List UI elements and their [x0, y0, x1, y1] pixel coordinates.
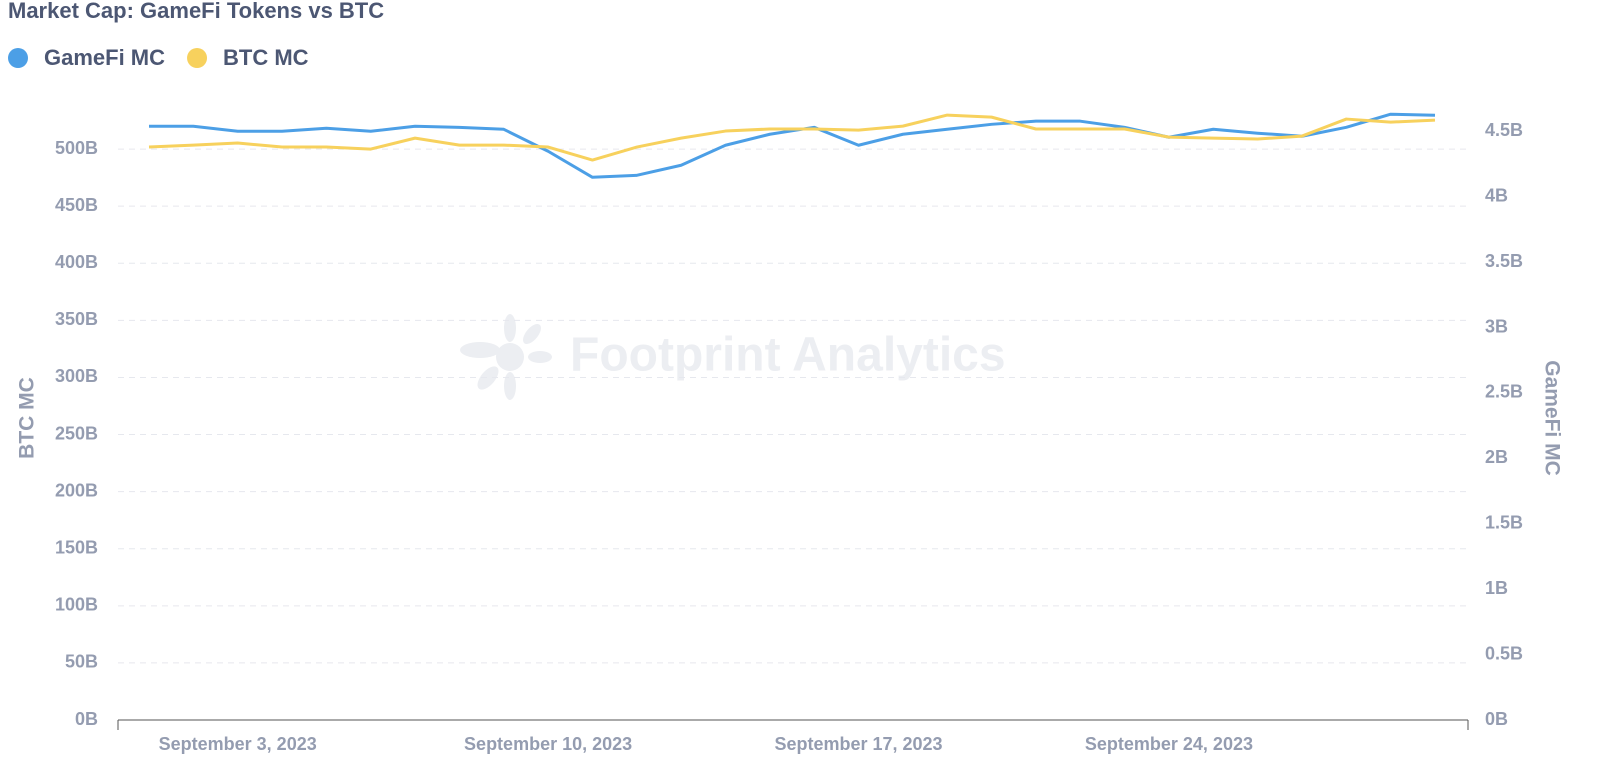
y-tick-label: 50B — [65, 652, 98, 672]
legend-marker — [8, 48, 28, 68]
legend-marker — [187, 48, 208, 68]
y2-tick-label: 2B — [1485, 447, 1508, 467]
y2-tick-label: 0.5B — [1485, 643, 1523, 663]
legend-label: BTC MC — [223, 45, 309, 70]
y2-tick-label: 1B — [1485, 578, 1508, 598]
y-tick-label: 500B — [55, 138, 98, 158]
chart-title: Market Cap: GameFi Tokens vs BTC — [8, 0, 384, 23]
y2-tick-label: 0B — [1485, 709, 1508, 729]
y2-axis-title: GameFi MC — [1540, 360, 1563, 476]
y2-tick-label: 4.5B — [1485, 120, 1523, 140]
y-tick-label: 450B — [55, 195, 98, 215]
watermark-logo — [460, 314, 552, 400]
y2-tick-label: 1.5B — [1485, 513, 1523, 533]
legend-label: GameFi MC — [44, 45, 165, 70]
y2-tick-label: 4B — [1485, 185, 1508, 205]
y2-tick-label: 2.5B — [1485, 382, 1523, 402]
y-tick-label: 200B — [55, 480, 98, 500]
y-tick-label: 150B — [55, 537, 98, 557]
watermark: Footprint Analytics — [570, 329, 1006, 382]
y2-tick-label: 3B — [1485, 316, 1508, 336]
y2-tick-label: 3.5B — [1485, 251, 1523, 271]
y-tick-label: 350B — [55, 309, 98, 329]
y-axis-title: BTC MC — [16, 377, 39, 459]
x-tick-label: September 24, 2023 — [1085, 734, 1253, 754]
series-line — [148, 113, 1436, 162]
y-tick-label: 100B — [55, 595, 98, 615]
x-tick-label: September 10, 2023 — [464, 734, 632, 754]
y-tick-label: 0B — [75, 709, 98, 729]
series-line — [149, 112, 1436, 179]
y-tick-label: 300B — [55, 366, 98, 386]
y-tick-label: 250B — [55, 423, 98, 443]
x-tick-label: September 3, 2023 — [159, 734, 317, 754]
x-tick-label: September 17, 2023 — [774, 734, 942, 754]
y-tick-label: 400B — [55, 252, 98, 272]
